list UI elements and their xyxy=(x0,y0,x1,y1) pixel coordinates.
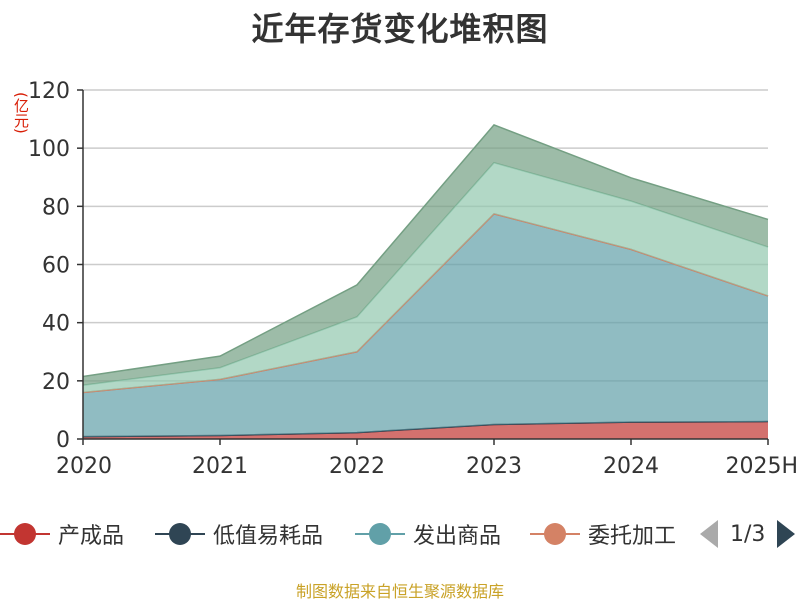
legend-marker-icon xyxy=(530,520,580,548)
y-tick-label: 80 xyxy=(42,195,70,220)
legend-pager: 1/3 xyxy=(700,512,796,556)
x-tick-label: 2023 xyxy=(466,454,522,479)
legend-next-arrow-icon[interactable] xyxy=(777,520,796,548)
series-line xyxy=(82,124,769,378)
axes: 0 20 40 60 80 100 120 2020 2021 2022 2023 2024 2025H xyxy=(28,79,798,479)
y-tick-label: 120 xyxy=(28,79,70,104)
legend-label: 低值易耗品 xyxy=(213,524,324,549)
legend-marker-icon xyxy=(0,520,50,548)
x-tick-label: 2022 xyxy=(329,454,385,479)
y-tick-label: 60 xyxy=(42,254,70,279)
area-band xyxy=(83,162,768,393)
legend-marker-icon xyxy=(155,520,205,548)
source-note: 制图数据来自恒生聚源数据库 xyxy=(295,582,504,601)
legend-item[interactable]: 发出商品 xyxy=(355,512,501,556)
area-band xyxy=(83,421,768,439)
legend-page-indicator: 1/3 xyxy=(730,521,766,547)
legend-marker-icon xyxy=(355,520,405,548)
x-tick-label: 2021 xyxy=(192,454,248,479)
legend-item[interactable]: 低值易耗品 xyxy=(155,512,323,556)
chart-title: 近年存货变化堆积图 xyxy=(251,10,549,48)
legend-item[interactable]: 委托加工 xyxy=(530,512,676,556)
y-tick-label: 0 xyxy=(56,428,70,453)
legend-item[interactable]: 产成品 xyxy=(0,512,124,556)
y-tick-label: 20 xyxy=(42,370,70,395)
legend-prev-arrow-icon[interactable] xyxy=(700,520,718,548)
area-series xyxy=(82,124,769,439)
legend-label: 委托加工 xyxy=(588,524,677,549)
y-tick-label: 100 xyxy=(28,137,70,162)
y-axis-unit: (亿元) xyxy=(12,92,30,134)
legend-label: 产成品 xyxy=(58,524,125,549)
legend-label: 发出商品 xyxy=(413,524,502,549)
y-tick-label: 40 xyxy=(42,312,70,337)
area-band xyxy=(83,124,768,386)
area-band xyxy=(83,213,768,437)
x-tick-label: 2025H xyxy=(725,454,798,479)
x-tick-label: 2024 xyxy=(603,454,659,479)
x-tick-label: 2020 xyxy=(56,454,112,479)
legend: 产成品 低值易耗品 发出商品 委托加工 xyxy=(0,512,800,556)
